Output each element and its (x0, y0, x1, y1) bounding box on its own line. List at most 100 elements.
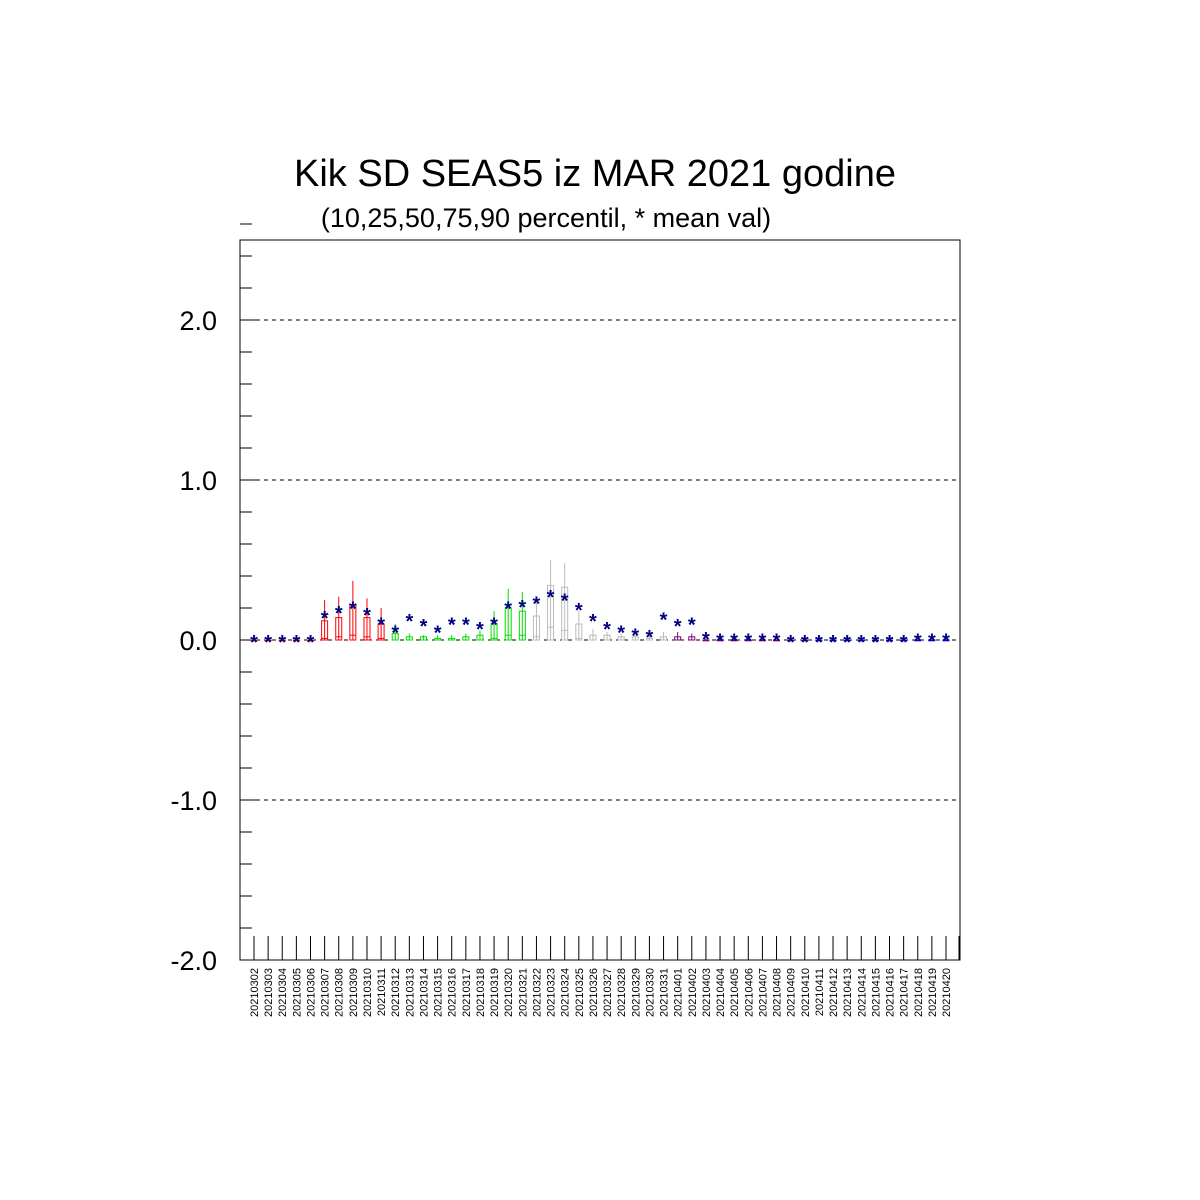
box (321, 620, 329, 641)
x-tick-label: 20210304 (277, 968, 289, 1017)
mean-marker: * (391, 622, 399, 644)
mean-marker: * (646, 627, 654, 649)
x-tick-label: 20210318 (475, 968, 487, 1017)
x-tick-label: 20210418 (913, 968, 925, 1017)
x-tick-label: 20210302 (249, 968, 261, 1017)
x-tick-label: 20210305 (291, 968, 303, 1017)
x-tick-label: 20210420 (941, 968, 953, 1017)
x-tick-label: 20210403 (701, 968, 713, 1017)
y-tick-label: -2.0 (170, 946, 217, 976)
gridlines (240, 319, 960, 801)
x-tick-label: 20210411 (814, 968, 826, 1016)
mean-marker: * (448, 614, 456, 636)
y-tick-label: 0.0 (179, 626, 217, 656)
box (490, 623, 498, 641)
x-tick-label: 20210303 (263, 968, 275, 1017)
x-tick-label: 20210414 (856, 968, 868, 1017)
mean-marker: * (730, 630, 738, 652)
mean-marker: * (801, 632, 809, 654)
y-axis: 2.0 1.0 0.0 -1.0 -2.0 (170, 223, 260, 976)
mean-marker: * (857, 632, 865, 654)
percentile-boxes (250, 560, 950, 642)
x-tick-label: 20210412 (828, 968, 840, 1017)
x-axis: 20210302 20210303 20210304 20210305 20210306… (249, 936, 960, 1017)
x-tick-label: 20210308 (334, 968, 346, 1017)
mean-marker: * (631, 626, 639, 648)
x-tick-label: 20210322 (531, 968, 543, 1017)
mean-marker: * (886, 632, 894, 654)
mean-marker: * (617, 622, 625, 644)
x-tick-label: 20210317 (461, 968, 473, 1017)
mean-marker: * (829, 632, 837, 654)
mean-marker: * (843, 632, 851, 654)
box (377, 623, 385, 641)
mean-marker: * (476, 619, 484, 641)
x-tick-label: 20210410 (800, 968, 812, 1017)
x-tick-label: 20210313 (404, 968, 416, 1017)
mean-marker: * (914, 630, 922, 652)
box (547, 585, 555, 641)
mean-marker: * (363, 605, 371, 627)
mean-marker: * (321, 608, 329, 630)
box (561, 586, 569, 641)
mean-marker: * (589, 611, 597, 633)
x-tick-label: 20210325 (574, 968, 586, 1017)
mean-marker: * (561, 590, 569, 612)
mean-marker: * (533, 594, 541, 616)
mean-marker: * (405, 611, 413, 633)
x-tick-label: 20210330 (644, 968, 656, 1017)
mean-marker: * (702, 629, 710, 651)
plot-frame (239, 239, 961, 961)
mean-marker: * (250, 632, 258, 654)
x-tick-label: 20210314 (418, 968, 430, 1017)
x-tick-label: 20210331 (659, 968, 671, 1017)
mean-marker: * (759, 630, 767, 652)
x-tick-label: 20210320 (503, 968, 515, 1017)
x-tick-label: 20210321 (517, 968, 529, 1017)
mean-marker: * (716, 630, 724, 652)
x-tick-label: 20210307 (320, 968, 332, 1017)
box (575, 623, 583, 641)
x-tick-label: 20210404 (715, 968, 727, 1017)
x-tick-label: 20210413 (842, 968, 854, 1017)
x-tick-label: 20210323 (546, 968, 558, 1017)
x-tick-label: 20210324 (560, 968, 572, 1017)
mean-marker: * (462, 614, 470, 636)
y-tick-label: -1.0 (170, 786, 217, 816)
x-tick-label: 20210309 (348, 968, 360, 1017)
x-tick-label: 20210408 (772, 968, 784, 1017)
mean-marker: * (688, 614, 696, 636)
y-tick-label: 1.0 (179, 466, 217, 496)
mean-marker: * (660, 610, 668, 632)
mean-marker: * (420, 616, 428, 638)
mean-marker: * (871, 632, 879, 654)
mean-marker: * (377, 614, 385, 636)
mean-marker: * (490, 614, 498, 636)
mean-marker: * (349, 598, 357, 620)
mean-markers: * * * * * * * * * * * * * * * * * * * * * * * * * * * * * * * * * * * * * * * *… (250, 587, 950, 654)
mean-marker: * (335, 603, 343, 625)
mean-marker: * (292, 632, 300, 654)
mean-marker: * (575, 600, 583, 622)
mean-marker: * (900, 632, 908, 654)
x-tick-label: 20210405 (729, 968, 741, 1017)
mean-marker: * (504, 598, 512, 620)
x-tick-label: 20210310 (362, 968, 374, 1017)
mean-marker: * (603, 619, 611, 641)
x-tick-label: 20210416 (885, 968, 897, 1017)
x-tick-label: 20210415 (870, 968, 882, 1017)
x-tick-label: 20210326 (588, 968, 600, 1017)
box (363, 617, 371, 641)
box (349, 604, 357, 641)
chart-subtitle: (10,25,50,75,90 percentil, * mean val) (321, 203, 771, 233)
box (532, 615, 540, 641)
mean-marker: * (434, 622, 442, 644)
mean-marker: * (674, 616, 682, 638)
x-tick-label: 20210316 (447, 968, 459, 1017)
mean-marker: * (547, 587, 555, 609)
x-tick-label: 20210311 (376, 968, 388, 1016)
mean-marker: * (278, 632, 286, 654)
chart-title: Kik SD SEAS5 iz MAR 2021 godine (294, 153, 896, 195)
x-tick-label: 20210328 (616, 968, 628, 1017)
